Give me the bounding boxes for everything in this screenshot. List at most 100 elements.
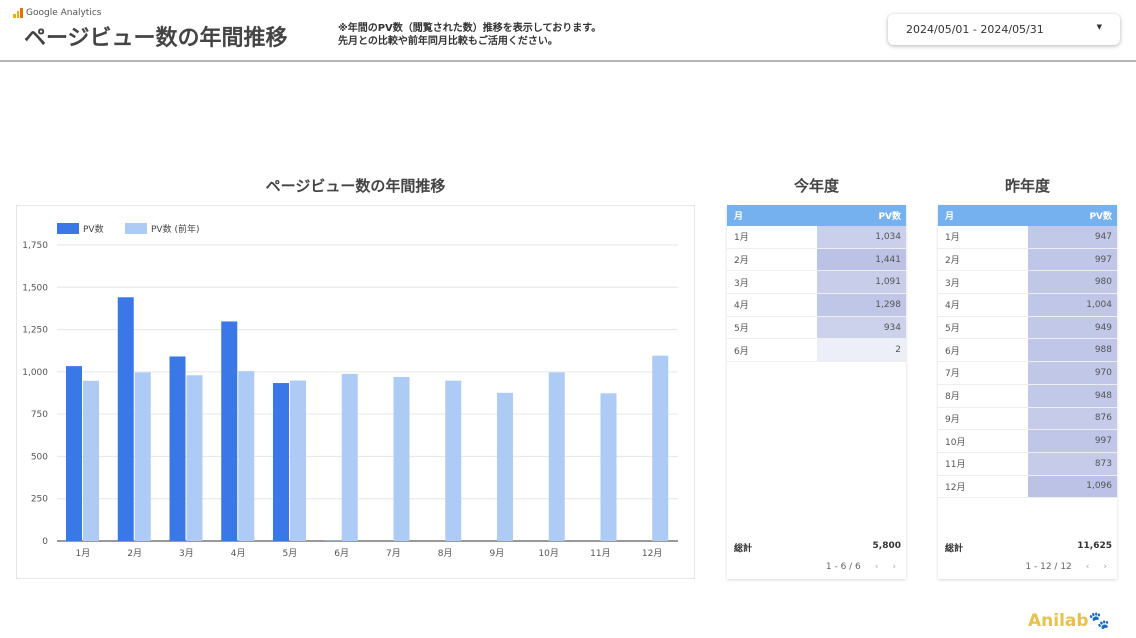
total-value: 11,625	[1077, 541, 1112, 551]
x-tick-label: 9月	[490, 548, 505, 559]
col-pv[interactable]: PV数	[878, 212, 901, 222]
x-tick-label: 4月	[231, 548, 246, 559]
legend-swatch	[125, 223, 147, 234]
description-note: ※年間のPV数（閲覧された数）推移を表示しております。 先月との比較や前年同月比較…	[338, 22, 601, 48]
date-range-value: 2024/05/01 - 2024/05/31	[906, 23, 1044, 36]
table-row: 9月 876	[938, 407, 1117, 431]
pv-cell: 1,441	[817, 248, 906, 271]
total-value: 5,800	[872, 541, 901, 551]
month-cell: 7月	[945, 369, 960, 380]
month-cell: 2月	[734, 256, 749, 267]
table-row: 5月 949	[938, 316, 1117, 340]
x-tick-label: 11月	[590, 548, 610, 559]
legend-label: PV数	[83, 223, 104, 235]
month-cell: 4月	[734, 301, 749, 312]
bar-previous-year	[497, 392, 513, 541]
table-row: 11月 873	[938, 452, 1117, 476]
pv-cell: 980	[1028, 271, 1117, 294]
table-row: 3月 1,091	[727, 271, 906, 295]
table-row: 5月 934	[727, 316, 906, 340]
bar-current-year	[221, 321, 238, 541]
x-tick-label: 2月	[127, 548, 142, 559]
this-year-table: 月 PV数 1月 1,034 2月 1,441 3月 1,091 4月 1,298 5月 934 6月 2…	[727, 205, 906, 579]
caret-down-icon: ▼	[1096, 23, 1102, 31]
bar-previous-year	[83, 380, 99, 541]
this-year-title: 今年度	[793, 177, 839, 195]
paw-icon: 🐾	[1088, 611, 1110, 631]
table-row: 10月 997	[938, 430, 1117, 453]
month-cell: 3月	[734, 278, 749, 289]
bar-current-year	[66, 366, 82, 541]
month-cell: 11月	[945, 460, 966, 471]
col-pv[interactable]: PV数	[1089, 212, 1112, 222]
x-tick-label: 6月	[334, 548, 349, 559]
pv-cell: 873	[1028, 452, 1117, 475]
month-cell: 4月	[945, 301, 960, 312]
pv-cell: 970	[1028, 362, 1117, 384]
note-line-2: 先月との比較や前年同月比較もご活用ください。	[338, 36, 558, 47]
month-cell: 10月	[945, 437, 966, 448]
x-tick-label: 12月	[642, 548, 662, 559]
bar-previous-year	[238, 371, 255, 541]
chevron-left-icon[interactable]: ‹	[1085, 562, 1090, 572]
chevron-right-icon[interactable]: ›	[1103, 562, 1107, 572]
table-row: 7月 970	[938, 362, 1117, 385]
bar-previous-year	[445, 380, 462, 541]
month-cell: 3月	[945, 278, 960, 289]
bar-current-year	[273, 383, 289, 541]
y-tick-label: 250	[31, 495, 48, 505]
month-cell: 5月	[945, 324, 960, 335]
col-month[interactable]: 月	[734, 212, 744, 222]
table-total: 総計 11,625	[945, 541, 1112, 554]
table-row: 2月 997	[938, 248, 1117, 272]
table-row: 1月 1,034	[727, 226, 906, 249]
legend-label: PV数 (前年)	[151, 223, 199, 235]
last-year-title: 昨年度	[1004, 177, 1050, 195]
bar-previous-year	[186, 375, 203, 541]
analytics-logo-icon	[13, 8, 24, 18]
bar-previous-year	[290, 380, 306, 541]
pv-cell: 997	[1028, 248, 1117, 271]
x-tick-label: 5月	[283, 548, 298, 559]
table-row: 6月 988	[938, 339, 1117, 363]
pv-cell: 947	[1028, 226, 1117, 248]
table-header[interactable]: 月 PV数	[938, 205, 1117, 226]
total-label: 総計	[945, 544, 964, 554]
month-cell: 6月	[945, 346, 960, 357]
pv-cell: 949	[1028, 316, 1117, 339]
anilab-logo: Anilab🐾	[1028, 611, 1110, 631]
pagination: 1 - 12 / 12 ‹ ›	[1025, 562, 1107, 572]
pagination: 1 - 6 / 6 ‹ ›	[826, 562, 896, 572]
table-header[interactable]: 月 PV数	[727, 205, 906, 226]
table-row: 12月 1,096	[938, 475, 1117, 499]
pv-cell: 2	[817, 339, 906, 362]
google-analytics-brand: Google Analytics	[13, 8, 101, 18]
y-tick-label: 1,250	[22, 326, 48, 336]
pv-cell: 1,034	[817, 226, 906, 248]
y-tick-label: 1,000	[22, 368, 48, 378]
bar-current-year	[117, 297, 134, 541]
month-cell: 1月	[734, 233, 749, 244]
pv-cell: 1,298	[817, 294, 906, 316]
pv-cell: 1,096	[1028, 475, 1117, 498]
pv-cell: 1,091	[817, 271, 906, 294]
col-month[interactable]: 月	[945, 212, 955, 222]
month-cell: 1月	[945, 233, 960, 244]
chevron-right-icon[interactable]: ›	[892, 562, 896, 572]
bar-chart: 0 250 500 750 1,000 1,250 1,500 1,750 1月 2月 3月 4月 5月…	[16, 205, 695, 579]
x-tick-label: 8月	[438, 548, 453, 559]
y-tick-label: 1,500	[22, 283, 48, 293]
bar-previous-year	[600, 393, 617, 541]
last-year-table: 月 PV数 1月 947 2月 997 3月 980 4月 1,004 5月 949 6月 988 7月 97…	[938, 205, 1117, 579]
bar-previous-year	[652, 355, 669, 541]
x-tick-label: 7月	[386, 548, 401, 559]
month-cell: 5月	[734, 324, 749, 335]
chevron-left-icon[interactable]: ‹	[874, 562, 879, 572]
month-cell: 9月	[945, 414, 960, 425]
pv-cell: 934	[817, 316, 906, 339]
month-cell: 12月	[945, 482, 966, 493]
table-row: 4月 1,298	[727, 294, 906, 317]
x-tick-label: 3月	[179, 548, 194, 559]
bar-previous-year	[134, 372, 151, 541]
date-range-picker[interactable]: 2024/05/01 - 2024/05/31 ▼	[888, 14, 1120, 45]
